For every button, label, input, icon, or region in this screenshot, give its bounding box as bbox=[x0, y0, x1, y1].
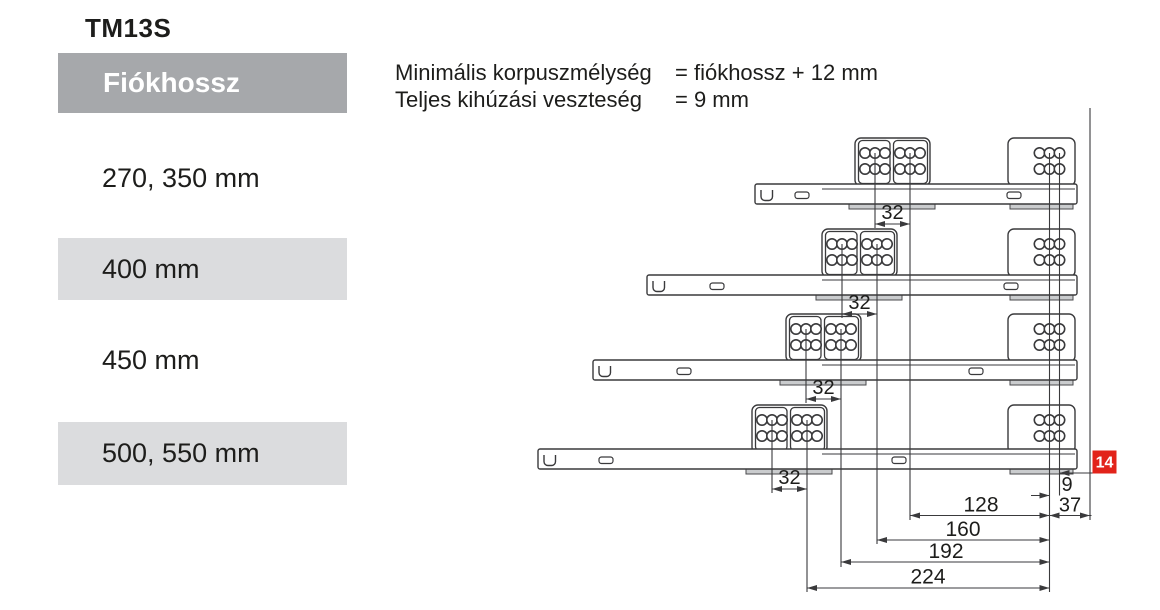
note-min-cabinet-depth: Minimális korpuszmélység = fiókhossz + 12… bbox=[395, 59, 878, 86]
table-header-drawer-length: Fiókhossz bbox=[58, 53, 347, 113]
dimension-arrowheads bbox=[772, 221, 1090, 591]
slide-drawing-270-350 bbox=[754, 137, 1078, 210]
drawer-length-label: 270, 350 mm bbox=[102, 162, 260, 193]
front-clip bbox=[760, 190, 774, 202]
dim-label-224: 224 bbox=[910, 566, 945, 589]
spec-notes: Minimális korpuszmélység = fiókhossz + 12… bbox=[395, 59, 878, 113]
dim-label-37: 37 bbox=[1059, 495, 1081, 517]
table-row-450: 450 mm bbox=[58, 344, 347, 376]
note-extension-loss: Teljes kihúzási veszteség = 9 mm bbox=[395, 86, 878, 113]
drawer-length-label: 400 mm bbox=[102, 253, 200, 284]
dim-label-pitch-2: 32 bbox=[848, 292, 870, 314]
slide-drawing-400 bbox=[646, 228, 1078, 301]
dimension-labels: 32 32 32 32 128 37 160 192 224 9 bbox=[778, 202, 1081, 589]
callout-number: 14 bbox=[1096, 455, 1114, 472]
rail-profile bbox=[592, 359, 1078, 381]
front-clip bbox=[598, 366, 612, 378]
front-clip bbox=[652, 281, 666, 293]
dim-label-9: 9 bbox=[1061, 474, 1072, 496]
table-row-500-550: 500, 550 mm bbox=[58, 422, 347, 485]
dim-label-128: 128 bbox=[963, 494, 998, 517]
dim-label-192: 192 bbox=[928, 540, 963, 563]
slide-drawing-450 bbox=[592, 313, 1078, 386]
dim-label-pitch-4: 32 bbox=[778, 467, 800, 489]
dim-label-pitch-3: 32 bbox=[812, 377, 834, 399]
drawer-length-label: 500, 550 mm bbox=[102, 438, 260, 468]
note-label: Minimális korpuszmélység bbox=[395, 60, 652, 85]
note-value: = 9 mm bbox=[675, 87, 749, 112]
table-header-label: Fiókhossz bbox=[103, 67, 240, 98]
dim-label-160: 160 bbox=[945, 518, 980, 541]
front-clip bbox=[543, 455, 557, 467]
position-callout-badge: 14 bbox=[1092, 450, 1117, 474]
dimension-lines bbox=[771, 108, 1094, 592]
table-row-270-350: 270, 350 mm bbox=[58, 162, 347, 194]
table-row-400: 400 mm bbox=[58, 238, 347, 300]
drawer-length-label: 450 mm bbox=[102, 344, 200, 375]
dim-label-pitch-1: 32 bbox=[881, 202, 903, 224]
note-value: = fiókhossz + 12 mm bbox=[675, 60, 878, 85]
note-label: Teljes kihúzási veszteség bbox=[395, 87, 643, 112]
page-title: TM13S bbox=[85, 13, 172, 43]
